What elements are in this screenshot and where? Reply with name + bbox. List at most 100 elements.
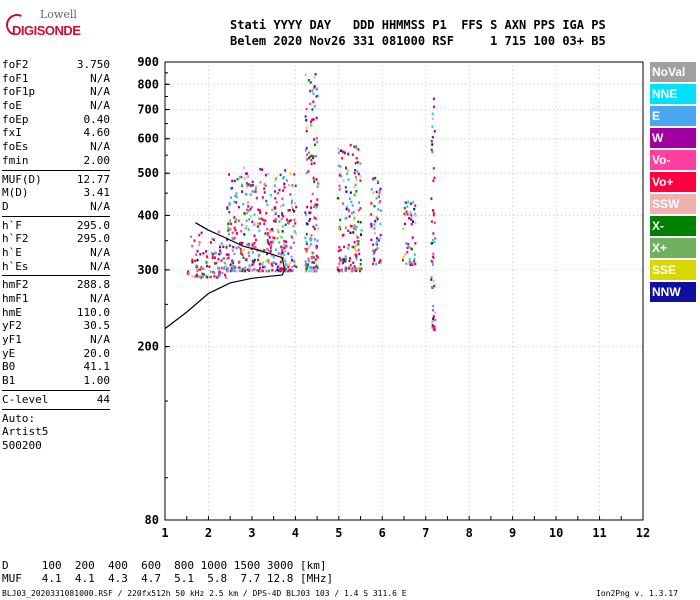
echo-point <box>284 262 287 266</box>
echo-point <box>268 230 271 233</box>
echo-point <box>355 190 358 193</box>
echo-point <box>353 265 356 268</box>
echo-point <box>414 212 417 216</box>
param-name: h`F <box>2 218 22 232</box>
echo-point <box>309 237 312 240</box>
echo-point <box>267 258 270 262</box>
param-row: C-level 44 <box>2 393 110 407</box>
echo-point <box>208 275 211 279</box>
echo-point <box>406 246 409 249</box>
echo-point <box>231 187 234 190</box>
echo-point <box>272 240 275 243</box>
x-tick-label: 8 <box>466 526 473 540</box>
echo-point <box>292 225 295 228</box>
echo-point <box>432 97 435 101</box>
param-value: N/A <box>90 199 110 213</box>
echo-point <box>316 239 319 243</box>
param-value: 1.00 <box>83 374 111 388</box>
echo-point <box>267 233 269 237</box>
echo-point <box>284 268 287 271</box>
echo-point <box>238 266 241 269</box>
lowell-digisonde-logo: Lowell DIGISONDE <box>2 6 81 46</box>
echo-point <box>284 259 287 263</box>
echo-point <box>231 269 234 272</box>
echo-point <box>294 222 297 225</box>
echo-point <box>338 256 341 260</box>
echo-point <box>235 201 238 204</box>
echo-point <box>277 229 279 232</box>
echo-point <box>238 269 241 273</box>
echo-point <box>316 205 319 208</box>
echo-point <box>339 149 342 152</box>
echo-point <box>228 210 231 214</box>
y-tick-label: 300 <box>137 263 159 277</box>
echo-point <box>309 217 311 221</box>
echo-point <box>304 236 307 240</box>
echo-point <box>375 242 378 246</box>
echo-point <box>233 252 236 256</box>
echo-point <box>405 262 408 265</box>
echo-point <box>253 241 256 245</box>
echo-point <box>237 219 240 222</box>
echo-point <box>251 180 254 184</box>
echo-point <box>316 203 319 206</box>
echo-point <box>233 265 236 268</box>
echo-point <box>355 178 358 182</box>
echo-point <box>432 326 435 330</box>
x-tick-label: 4 <box>292 526 299 540</box>
echo-point <box>316 227 319 230</box>
echo-point <box>342 150 345 153</box>
echo-point <box>352 211 355 214</box>
param-row: fxI 4.60 <box>2 126 110 140</box>
param-value: N/A <box>90 333 110 347</box>
echo-point <box>347 247 350 250</box>
echo-point <box>312 156 314 160</box>
legend-item-e: E <box>650 106 696 126</box>
echo-point <box>279 204 282 208</box>
echo-point <box>356 170 359 173</box>
params-group-clevel: C-level 44 <box>2 393 110 407</box>
echo-point <box>309 211 312 215</box>
echo-point <box>311 192 314 196</box>
echo-point <box>245 172 248 175</box>
echo-points <box>186 73 437 332</box>
echo-point <box>289 261 292 264</box>
polarization-legend: NoVal NNE E W Vo- Vo+ SSW X- X+ SSE NNW <box>650 62 696 304</box>
echo-point <box>344 226 347 229</box>
echo-point <box>304 247 307 251</box>
echo-point <box>410 261 413 265</box>
param-row: D N/A <box>2 200 110 214</box>
echo-point <box>358 201 360 204</box>
echo-point <box>283 243 286 246</box>
echo-point <box>247 183 250 186</box>
echo-point <box>211 237 214 241</box>
param-row: hmF1 N/A <box>2 292 110 306</box>
param-value: 0.40 <box>83 112 111 126</box>
echo-point <box>312 118 315 121</box>
echo-point <box>312 100 315 103</box>
echo-point <box>280 217 283 221</box>
echo-point <box>226 206 229 209</box>
echo-point <box>228 232 230 236</box>
echo-point <box>234 229 237 232</box>
echo-point <box>433 105 435 108</box>
echo-point <box>376 247 379 250</box>
echo-point <box>277 269 280 272</box>
legend-item-vo-: Vo+ <box>650 172 696 192</box>
echo-point <box>286 218 289 221</box>
echo-point <box>231 179 234 183</box>
echo-point <box>312 266 315 269</box>
echo-point <box>233 269 236 273</box>
echo-point <box>238 260 241 263</box>
echo-point <box>352 217 355 221</box>
echo-point <box>190 235 193 238</box>
param-name: foE <box>2 99 22 113</box>
y-tick-label: 900 <box>137 55 159 69</box>
echo-point <box>354 161 357 165</box>
echo-point <box>354 183 357 187</box>
echo-point <box>260 217 263 220</box>
echo-point <box>408 217 411 220</box>
echo-point <box>273 236 276 240</box>
echo-point <box>316 198 319 201</box>
echo-point <box>269 249 272 253</box>
